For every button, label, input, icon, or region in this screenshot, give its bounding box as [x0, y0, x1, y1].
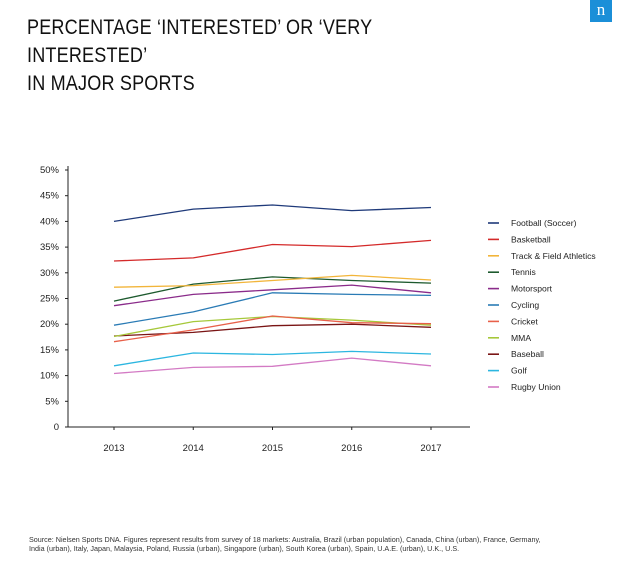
- series-line: [113, 204, 432, 223]
- y-tick-label: 50%: [40, 165, 60, 176]
- y-tick-label: 35%: [40, 242, 60, 253]
- y-tick-label: 15%: [40, 345, 60, 356]
- series-line: [113, 315, 432, 343]
- y-tick-label: 5%: [45, 396, 59, 407]
- legend-label: Football (Soccer): [511, 218, 577, 228]
- series-line: [113, 239, 432, 262]
- chart-title-line-2: IN MAJOR SPORTS: [27, 72, 195, 95]
- x-tick-label: 2014: [183, 443, 204, 454]
- legend-label: Rugby Union: [511, 382, 561, 392]
- x-tick-label: 2015: [262, 443, 283, 454]
- series-line: [113, 274, 432, 288]
- y-tick-label: 40%: [40, 216, 60, 227]
- legend-label: Motorsport: [511, 284, 553, 294]
- chart-title: PERCENTAGE ‘INTERESTED’ OR ‘VERY INTERES…: [27, 14, 474, 98]
- x-tick-label: 2017: [420, 443, 441, 454]
- legend-label: Track & Field Athletics: [511, 251, 596, 261]
- legend-label: Golf: [511, 366, 527, 376]
- series-line: [113, 350, 432, 367]
- legend-label: Tennis: [511, 267, 536, 277]
- y-tick-label: 30%: [40, 268, 60, 279]
- y-tick-label: 25%: [40, 294, 60, 305]
- line-chart: 0 5% 10% 15% 20% 25% 30% 35% 40% 45% 50% 2013 2014 20…: [40, 165, 596, 454]
- series-line: [113, 284, 432, 307]
- series-line: [113, 276, 432, 302]
- source-note: Source: Nielsen Sports DNA. Figures repr…: [29, 535, 541, 553]
- legend-label: MMA: [511, 333, 531, 343]
- legend-label: Cricket: [511, 316, 538, 326]
- legend-label: Basketball: [511, 234, 551, 244]
- nielsen-logo-icon: n: [590, 0, 612, 22]
- x-tick-label: 2016: [341, 443, 362, 454]
- legend-label: Baseball: [511, 349, 544, 359]
- series-line: [113, 292, 432, 326]
- legend-label: Cycling: [511, 300, 539, 310]
- y-tick-label: 20%: [40, 319, 60, 330]
- chart-title-line-1: PERCENTAGE ‘INTERESTED’ OR ‘VERY INTERES…: [27, 16, 373, 67]
- y-tick-label: 10%: [40, 371, 60, 382]
- series-line: [113, 357, 432, 375]
- y-tick-label: 45%: [40, 191, 60, 202]
- y-tick-label: 0: [54, 422, 59, 433]
- x-tick-label: 2013: [103, 443, 124, 454]
